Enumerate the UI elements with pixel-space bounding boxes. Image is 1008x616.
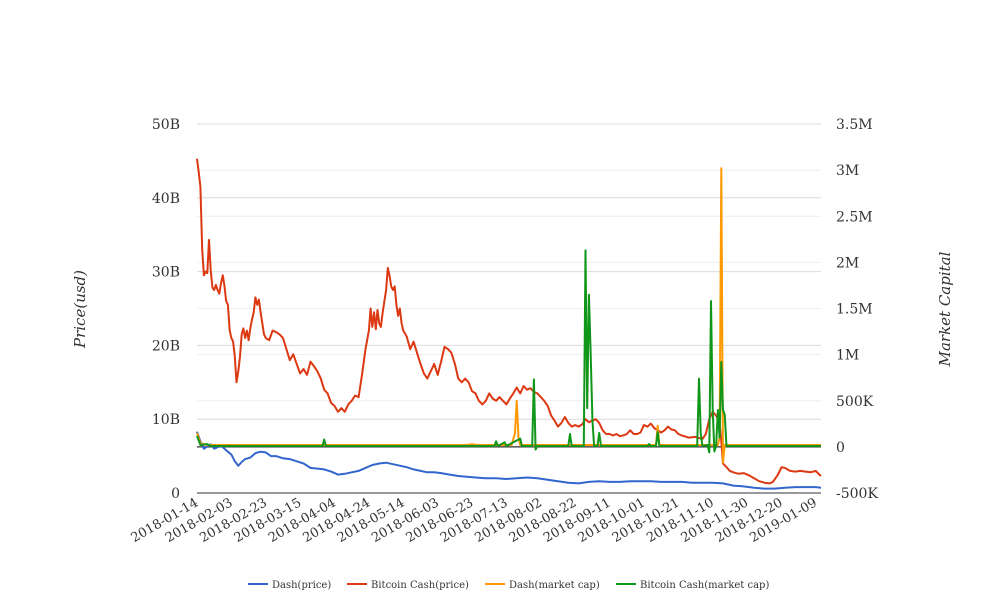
- legend-label: Bitcoin Cash(market cap): [640, 580, 769, 591]
- series-layer: [196, 158, 822, 490]
- series-line-bitcoin-cash-market-cap: [196, 249, 821, 454]
- legend-label: Dash(price): [272, 580, 331, 591]
- left-axis-title: Price(usd): [71, 270, 89, 349]
- right-tick-label: -500K: [836, 486, 878, 502]
- right-tick-label: 500K: [836, 394, 874, 410]
- right-tick-label: 2M: [836, 255, 859, 271]
- legend-label: Dash(market cap): [509, 580, 600, 591]
- left-axis-ticks: 0 10B 20B 30B 40B 50B: [152, 117, 180, 502]
- series-line-dash-price: [196, 431, 822, 490]
- gridlines: [197, 123, 821, 494]
- legend-label: Bitcoin Cash(price): [371, 580, 469, 591]
- x-axis-ticks: 2018-01-142018-02-032018-02-232018-03-15…: [129, 495, 820, 545]
- series-line-bitcoin-cash-price: [196, 158, 822, 485]
- right-tick-label: 2.5M: [836, 209, 873, 225]
- right-tick-label: 3.5M: [836, 117, 873, 133]
- right-axis-ticks: -500K 0 500K 1M 1.5M 2M 2.5M 3M 3.5M: [836, 117, 878, 502]
- left-tick-label: 30B: [152, 265, 180, 281]
- left-tick-label: 0: [171, 486, 180, 502]
- left-tick-label: 20B: [152, 338, 180, 354]
- left-tick-label: 50B: [152, 117, 180, 133]
- right-tick-label: 3M: [836, 163, 859, 179]
- legend: Dash(price) Bitcoin Cash(price) Dash(marke…: [248, 580, 769, 591]
- right-axis-title: Market Capital: [936, 251, 954, 367]
- left-tick-label: 10B: [152, 412, 180, 428]
- right-tick-label: 1.5M: [836, 302, 873, 318]
- series-line-dash-market-cap: [196, 167, 821, 464]
- left-tick-label: 40B: [152, 191, 180, 207]
- right-tick-label: 1M: [836, 348, 859, 364]
- right-tick-label: 0: [836, 440, 845, 456]
